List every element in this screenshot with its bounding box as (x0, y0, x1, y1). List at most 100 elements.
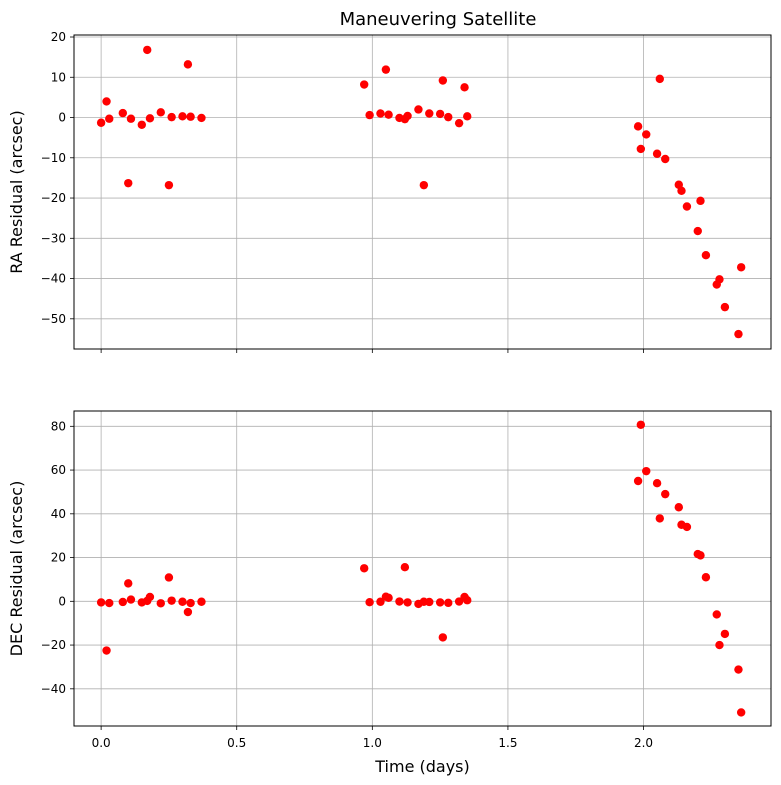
data-point (435, 109, 445, 119)
data-point (156, 108, 165, 117)
data-point (96, 118, 106, 127)
data-point (736, 708, 746, 717)
data-point (655, 74, 665, 84)
data-point (137, 120, 147, 129)
data-point (96, 598, 106, 607)
y-tick-label: 60 (51, 463, 66, 477)
data-point (102, 97, 111, 106)
data-point (400, 562, 410, 572)
ra-y-axis-label: RA Residual (arcsec) (7, 110, 26, 273)
data-point (186, 112, 195, 121)
data-point (359, 564, 369, 573)
data-point (167, 112, 176, 122)
data-point (425, 597, 434, 607)
data-point (156, 599, 165, 608)
data-point (183, 607, 193, 617)
data-point (197, 113, 206, 123)
data-point (696, 196, 705, 206)
data-point (682, 522, 692, 532)
data-point (118, 108, 128, 118)
data-point (701, 251, 711, 260)
data-point (403, 598, 412, 607)
data-point (178, 597, 187, 606)
y-tick-label: 80 (51, 419, 66, 433)
data-point (197, 597, 206, 606)
x-tick-label: 1.5 (498, 736, 517, 750)
y-tick-label: −40 (41, 682, 66, 696)
data-point (381, 65, 391, 74)
data-point (384, 593, 393, 603)
y-tick-label: −30 (41, 231, 66, 245)
x-tick-label: 1.0 (363, 736, 382, 750)
data-point (682, 202, 692, 211)
data-point (677, 186, 686, 195)
ra-residual-panel: Maneuvering Satellite RA Residual (arcse… (7, 9, 772, 353)
y-tick-label: −40 (41, 272, 66, 286)
grid (74, 35, 771, 349)
x-tick-label: 0.5 (227, 736, 246, 750)
data-point (642, 466, 651, 476)
y-tick-label: −20 (41, 638, 66, 652)
data-point (118, 597, 128, 607)
data-point (438, 76, 448, 85)
data-point (376, 597, 385, 606)
data-point (105, 598, 114, 608)
data-point (652, 149, 662, 158)
data-point (463, 596, 472, 605)
data-point (674, 503, 683, 512)
data-point (395, 597, 404, 606)
data-point (720, 302, 730, 312)
data-point (693, 226, 702, 236)
y-tick-label: 40 (51, 507, 66, 521)
grid (74, 411, 771, 726)
data-point (636, 420, 646, 429)
data-point (167, 596, 176, 605)
data-point (734, 665, 743, 674)
data-point (145, 114, 155, 123)
data-point (435, 598, 445, 607)
data-point (463, 112, 472, 121)
data-point (376, 109, 385, 118)
data-point (712, 610, 721, 619)
data-point (186, 598, 195, 608)
y-tick-label: 0 (58, 594, 66, 608)
data-point (636, 144, 646, 154)
data-point (102, 646, 111, 655)
data-point (696, 551, 705, 560)
data-point (701, 573, 711, 582)
data-point (419, 180, 429, 190)
y-tick-label: 10 (51, 70, 66, 84)
x-tick-label: 0.0 (92, 736, 111, 750)
data-point (126, 114, 136, 123)
data-point (438, 633, 448, 642)
data-point (183, 60, 193, 69)
data-point (164, 573, 174, 582)
data-point (384, 110, 393, 119)
data-point (444, 598, 453, 608)
y-tick-label: 20 (51, 30, 66, 44)
data-point (126, 595, 136, 604)
data-point (661, 489, 670, 499)
y-tick-label: −50 (41, 312, 66, 326)
data-point (124, 579, 133, 588)
data-point (425, 109, 434, 118)
dec-residual-panel: DEC Residual (arcsec) Time (days) 0.0 0.5… (7, 410, 772, 776)
data-point (460, 83, 469, 92)
data-point (105, 114, 114, 123)
dec-y-axis-label: DEC Residual (arcsec) (7, 481, 26, 657)
y-tick-label: 20 (51, 551, 66, 565)
data-point (655, 514, 665, 523)
data-point (359, 80, 369, 89)
data-point (734, 329, 743, 339)
data-point (178, 112, 187, 121)
data-point (715, 275, 724, 284)
data-point (145, 592, 155, 602)
chart-title: Maneuvering Satellite (340, 9, 537, 30)
data-point (414, 105, 423, 114)
data-point (365, 597, 374, 607)
data-point (444, 112, 453, 122)
data-point (124, 178, 133, 188)
data-point (661, 154, 670, 164)
x-axis-label: Time (days) (374, 757, 470, 776)
